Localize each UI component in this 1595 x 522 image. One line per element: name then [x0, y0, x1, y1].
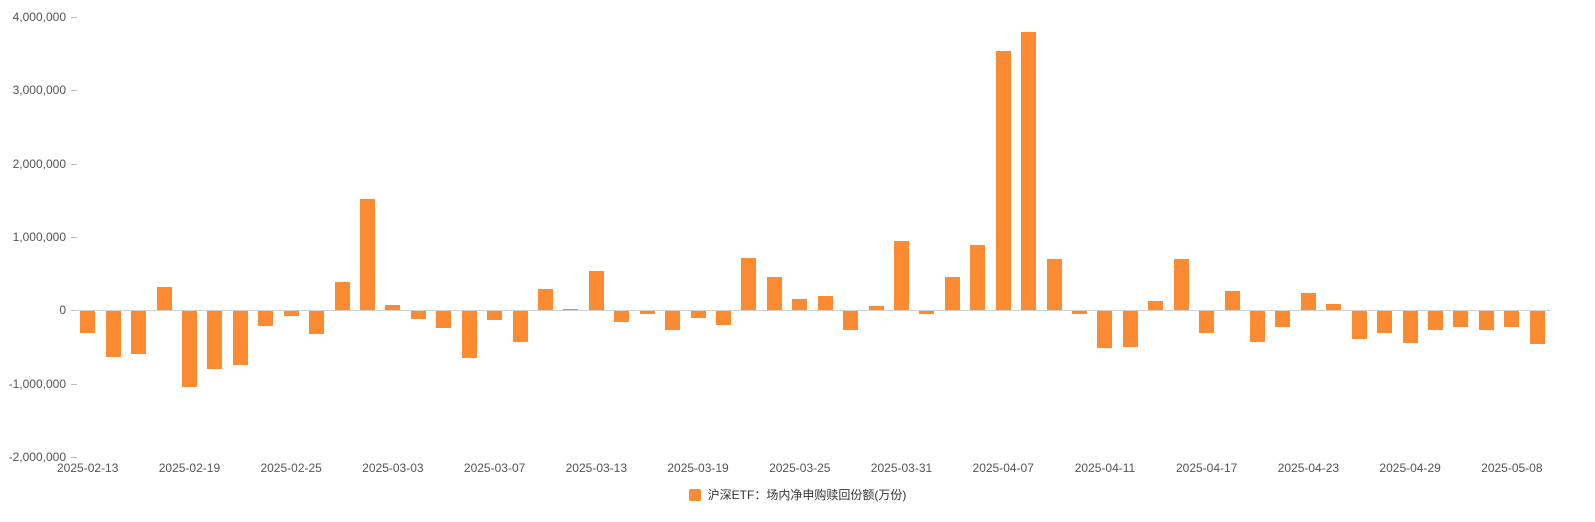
- bar[interactable]: [487, 311, 503, 321]
- bar[interactable]: [334, 281, 350, 311]
- bar[interactable]: [1529, 311, 1545, 344]
- x-axis-label: 2025-04-11: [1074, 461, 1136, 475]
- bar[interactable]: [1402, 311, 1418, 343]
- bar[interactable]: [919, 311, 935, 315]
- x-axis-label: 2025-04-07: [972, 461, 1034, 475]
- bar[interactable]: [741, 258, 757, 311]
- bar[interactable]: [1326, 303, 1342, 311]
- x-axis-label: 2025-02-25: [260, 461, 322, 475]
- y-axis-tick: [71, 457, 77, 458]
- bar[interactable]: [1250, 311, 1266, 343]
- y-axis-label: 1,000,000: [12, 230, 66, 244]
- x-axis-line: [75, 310, 1550, 311]
- bar[interactable]: [309, 311, 325, 335]
- x-axis-label: 2025-04-17: [1175, 461, 1238, 475]
- x-axis-label: 2025-03-07: [463, 461, 526, 475]
- bar[interactable]: [614, 311, 630, 323]
- y-axis-label: -1,000,000: [8, 376, 66, 391]
- bar[interactable]: [843, 311, 859, 330]
- x-axis-label: 2025-04-23: [1277, 461, 1340, 475]
- bar[interactable]: [1173, 259, 1189, 311]
- bar[interactable]: [1377, 311, 1393, 333]
- bar[interactable]: [283, 311, 299, 317]
- bar[interactable]: [1428, 311, 1444, 330]
- bar[interactable]: [105, 311, 121, 357]
- bar[interactable]: [512, 311, 528, 343]
- bar[interactable]: [1072, 311, 1088, 314]
- bar[interactable]: [1300, 292, 1316, 311]
- y-axis-tick: [71, 237, 77, 238]
- bar[interactable]: [817, 296, 833, 311]
- bar[interactable]: [1046, 259, 1062, 311]
- bar[interactable]: [258, 311, 274, 326]
- x-axis-label: 2025-03-03: [362, 461, 424, 475]
- bar[interactable]: [1224, 291, 1240, 311]
- bar[interactable]: [1097, 311, 1113, 348]
- bar[interactable]: [563, 308, 579, 311]
- legend-item[interactable]: 沪深ETF：场内净申购赎回份额(万份): [688, 486, 907, 503]
- bar[interactable]: [665, 311, 681, 330]
- y-axis-tick: [71, 90, 77, 91]
- y-axis-tick: [71, 310, 77, 311]
- bar[interactable]: [131, 311, 147, 354]
- bar[interactable]: [232, 311, 248, 365]
- legend-label: 沪深ETF：场内净申购赎回份额(万份): [707, 488, 907, 502]
- x-axis-label: 2025-03-19: [667, 461, 729, 475]
- bar[interactable]: [1351, 311, 1367, 340]
- bar[interactable]: [1478, 311, 1494, 331]
- bar[interactable]: [792, 298, 808, 311]
- bar[interactable]: [80, 311, 96, 334]
- bar[interactable]: [537, 289, 553, 311]
- x-axis-label: 2025-05-08: [1481, 461, 1543, 475]
- bar[interactable]: [1021, 31, 1037, 311]
- bar[interactable]: [944, 276, 960, 311]
- bar[interactable]: [181, 311, 197, 387]
- y-axis-tick: [71, 164, 77, 165]
- bar[interactable]: [359, 198, 375, 311]
- bar[interactable]: [1148, 300, 1164, 311]
- x-axis-label: 2025-02-13: [57, 461, 119, 475]
- bar[interactable]: [1275, 311, 1291, 328]
- bar[interactable]: [715, 311, 731, 325]
- x-axis-label: 2025-04-29: [1379, 461, 1441, 475]
- bar[interactable]: [995, 50, 1011, 311]
- bar[interactable]: [894, 240, 909, 311]
- bar[interactable]: [1199, 311, 1215, 334]
- x-axis-label: 2025-03-13: [565, 461, 628, 475]
- y-axis-label: 0: [59, 303, 66, 318]
- bar[interactable]: [639, 311, 655, 314]
- y-axis-label: 2,000,000: [12, 156, 66, 171]
- bar[interactable]: [461, 311, 477, 358]
- bar[interactable]: [868, 305, 884, 311]
- bar[interactable]: [207, 311, 223, 370]
- y-axis-tick: [71, 384, 77, 385]
- x-axis-label: 2025-03-31: [870, 461, 933, 475]
- bar[interactable]: [1504, 311, 1520, 328]
- x-axis-label: 2025-02-19: [158, 461, 221, 475]
- y-axis-tick: [71, 17, 77, 18]
- y-axis-label: -2,000,000: [8, 450, 66, 464]
- bar[interactable]: [385, 305, 401, 311]
- bar[interactable]: [690, 311, 706, 318]
- bar[interactable]: [970, 245, 986, 311]
- y-axis-label: 4,000,000: [12, 10, 66, 24]
- bar[interactable]: [156, 286, 172, 311]
- bar[interactable]: [436, 311, 452, 329]
- bar[interactable]: [410, 311, 426, 320]
- legend-swatch-icon: [688, 488, 701, 501]
- bar[interactable]: [766, 277, 782, 311]
- bar[interactable]: [1453, 311, 1469, 327]
- bar[interactable]: [1122, 311, 1138, 347]
- legend: 沪深ETF：场内净申购赎回份额(万份): [0, 486, 1595, 503]
- bar[interactable]: [588, 270, 604, 311]
- y-axis-label: 3,000,000: [12, 83, 66, 98]
- x-axis-label: 2025-03-25: [769, 461, 831, 475]
